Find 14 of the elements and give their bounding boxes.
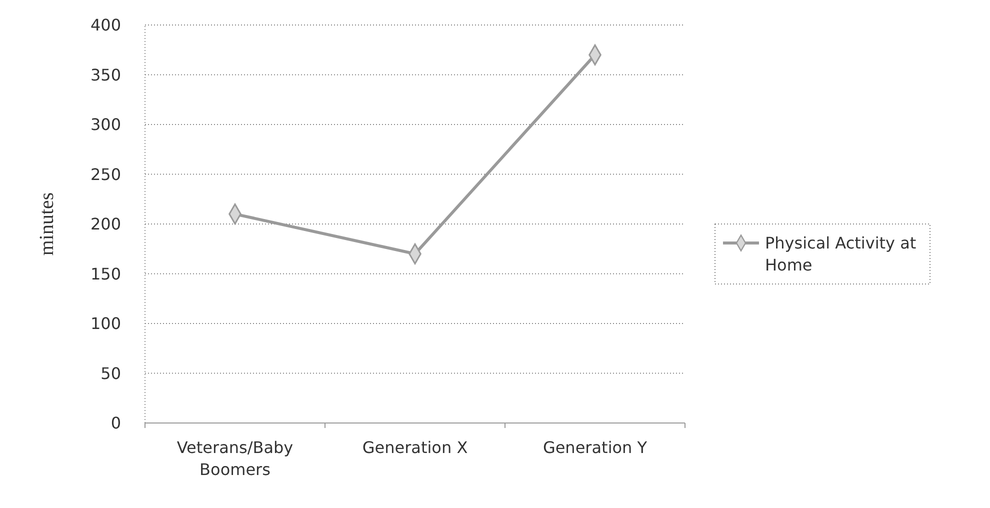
y-tick-label: 150 <box>90 264 121 284</box>
x-tick-label: Veterans/Baby Boomers <box>176 438 294 479</box>
y-tick-label: 200 <box>90 214 121 234</box>
y-tick-label: 400 <box>90 16 121 35</box>
y-tick-label: 300 <box>90 115 121 134</box>
y-tick-label: 100 <box>90 314 121 334</box>
y-axis-title: minutes <box>36 192 58 256</box>
y-tick-label: 250 <box>90 164 121 184</box>
y-tick-label: 350 <box>90 65 121 84</box>
x-tick-label: Generation Y <box>542 438 648 457</box>
y-tick-label: 0 <box>110 414 121 433</box>
legend-label: Physical Activity at Home <box>765 234 916 275</box>
x-tick-label: Generation X <box>362 438 468 457</box>
y-tick-label: 50 <box>100 364 121 383</box>
